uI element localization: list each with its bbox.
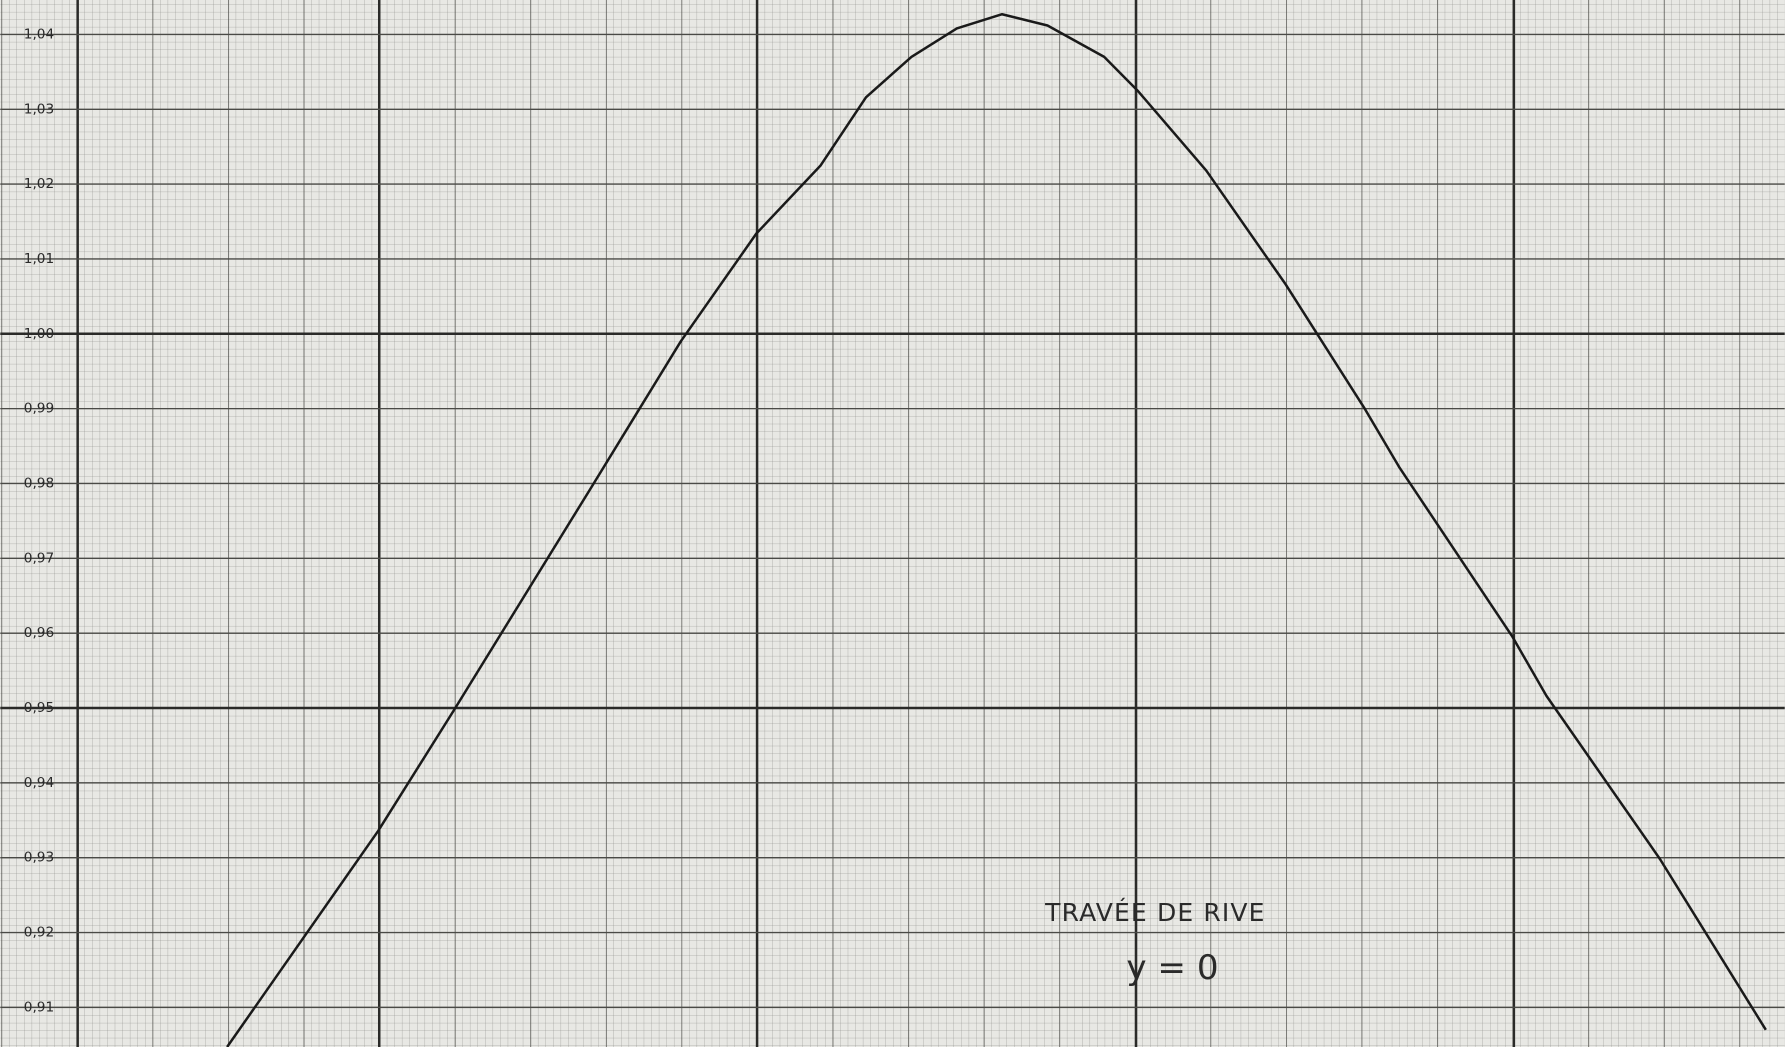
y-tick-label: 0,95 [24, 700, 54, 716]
y-tick-label: 1,04 [24, 26, 54, 42]
y-tick-label: 1,02 [24, 176, 54, 192]
y-tick-label: 0,94 [24, 775, 54, 791]
page: 1,04 1,03 1,02 1,01 1,00 0,99 0,98 0,97 0,96 0,95… [0, 0, 1785, 1047]
chart: 1,04 1,03 1,02 1,01 1,00 0,99 0,98 0,97 0,96 0,95… [0, 0, 1785, 1047]
y-tick-label: 0,99 [24, 401, 54, 417]
grid-vertical [0, 0, 1784, 1047]
annotation: y = 0 [1126, 948, 1218, 988]
y-tick-label: 0,96 [24, 625, 54, 641]
y-tick-label: 1,03 [24, 101, 54, 117]
y-tick-label: 0,97 [24, 550, 54, 566]
y-tick-label: 0,98 [24, 475, 54, 491]
y-tick-label: 0,93 [24, 850, 54, 866]
y-tick-label: 1,00 [24, 326, 54, 342]
annotation: TRAVÉE DE RIVE [1044, 898, 1265, 927]
y-tick-label: 0,92 [24, 924, 54, 940]
y-tick-label: 1,01 [24, 251, 54, 267]
y-tick-label: 0,91 [24, 999, 54, 1015]
